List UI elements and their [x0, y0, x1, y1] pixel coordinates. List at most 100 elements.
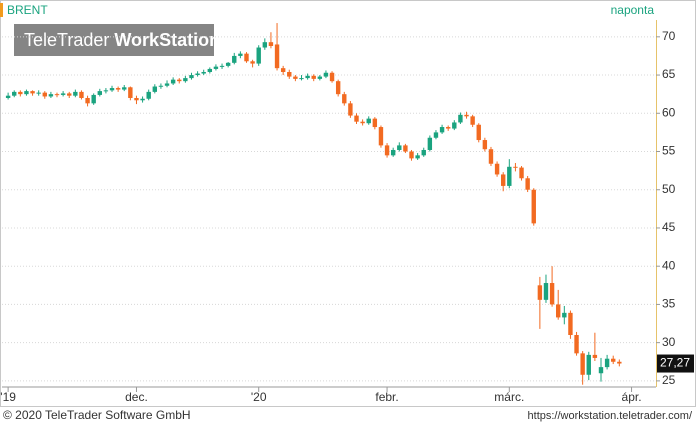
candle-body — [164, 83, 170, 86]
candle-body — [268, 42, 274, 46]
watermark-box — [14, 24, 214, 56]
candle-body — [452, 122, 457, 129]
candle-body — [323, 72, 329, 77]
candle-body — [409, 151, 414, 159]
candle-body — [335, 81, 341, 95]
candle-body — [403, 145, 408, 152]
candle-body — [574, 335, 579, 354]
candle-body — [519, 167, 524, 179]
candle-body — [189, 75, 194, 79]
candle-body — [183, 78, 188, 82]
candle-body — [122, 87, 127, 90]
candle-body — [482, 140, 488, 150]
candle-body — [30, 91, 35, 94]
candle-body — [287, 71, 292, 77]
candle-body — [476, 124, 481, 141]
candle-body — [427, 137, 433, 150]
candle-body — [225, 62, 231, 66]
y-tick-label: 25 — [662, 373, 676, 387]
candle-body — [390, 149, 396, 156]
y-tick-label: 30 — [662, 335, 676, 349]
candle-body — [195, 73, 200, 76]
candle-body — [531, 189, 536, 224]
candle-body — [525, 178, 530, 190]
candle-body — [219, 65, 225, 67]
candle-body — [24, 91, 29, 95]
candle-body — [562, 312, 567, 318]
candle-body — [598, 367, 604, 374]
candle-body — [464, 114, 469, 117]
candle-body — [384, 145, 390, 156]
candle-body — [458, 114, 463, 123]
candle-body — [232, 55, 237, 63]
interval-label: naponta — [611, 3, 655, 17]
candle-body — [592, 354, 598, 358]
candle-body — [439, 127, 445, 133]
candle-body — [293, 76, 298, 79]
candle-body — [274, 44, 280, 69]
candle-body — [543, 283, 549, 300]
candle-body — [140, 98, 145, 101]
watermark-product: WorkStation — [114, 30, 220, 50]
candle-body — [207, 68, 213, 72]
candle-body — [262, 42, 268, 48]
x-tick-label: '19 — [0, 390, 16, 404]
candle-body — [18, 91, 23, 95]
candle-body — [537, 285, 543, 300]
x-tick-label: '20 — [251, 390, 267, 404]
candle-body — [280, 68, 286, 72]
candle-body — [556, 304, 561, 318]
y-tick-label: 35 — [662, 297, 676, 311]
y-tick-label: 65 — [662, 67, 676, 81]
candle-body — [342, 94, 347, 104]
y-tick-label: 40 — [662, 258, 676, 272]
watermark-brand: TeleTrader — [24, 30, 109, 50]
candle-body — [201, 71, 206, 74]
candle-body — [134, 97, 139, 101]
candle-body — [580, 353, 585, 375]
candle-body — [170, 79, 176, 84]
candle-body — [115, 88, 121, 90]
x-tick-label: márc. — [494, 390, 524, 404]
candle-body — [54, 94, 60, 96]
last-price-box — [657, 354, 694, 373]
candle-body — [36, 92, 41, 94]
candle-body — [60, 93, 66, 95]
candle-body — [305, 75, 310, 79]
candle-body — [378, 127, 384, 146]
candle-body — [42, 92, 47, 97]
candle-body — [488, 149, 494, 164]
last-price-label: 27,27 — [660, 356, 690, 370]
candle-body — [311, 75, 316, 79]
x-tick-label: dec. — [125, 390, 148, 404]
candle-body — [250, 61, 255, 64]
candle-body — [299, 78, 304, 80]
candle-body — [128, 87, 133, 98]
candle-body — [470, 116, 475, 125]
candle-body — [586, 354, 591, 375]
candle-body — [146, 91, 151, 99]
candle-body — [317, 76, 323, 79]
candle-body — [152, 86, 158, 92]
candle-body — [568, 312, 573, 336]
candle-body — [79, 91, 84, 98]
y-tick-label: 70 — [662, 29, 676, 43]
candle-body — [158, 85, 164, 87]
candle-body — [415, 155, 420, 159]
y-tick-label: 45 — [662, 220, 676, 234]
candle-body — [67, 93, 72, 96]
x-tick-label: ápr. — [622, 390, 642, 404]
candle-body — [372, 118, 378, 128]
candle-body — [91, 94, 96, 104]
candle-body — [348, 103, 353, 116]
x-tick-label: febr. — [375, 390, 398, 404]
candle-body — [12, 91, 17, 96]
footer-right: https://workstation.teletrader.com/ — [528, 410, 693, 422]
candle-body — [421, 149, 426, 156]
candle-body — [97, 91, 102, 95]
candle-body — [103, 90, 109, 92]
candle-body — [244, 53, 249, 62]
candle-body — [48, 94, 54, 97]
title-marker — [0, 3, 3, 17]
